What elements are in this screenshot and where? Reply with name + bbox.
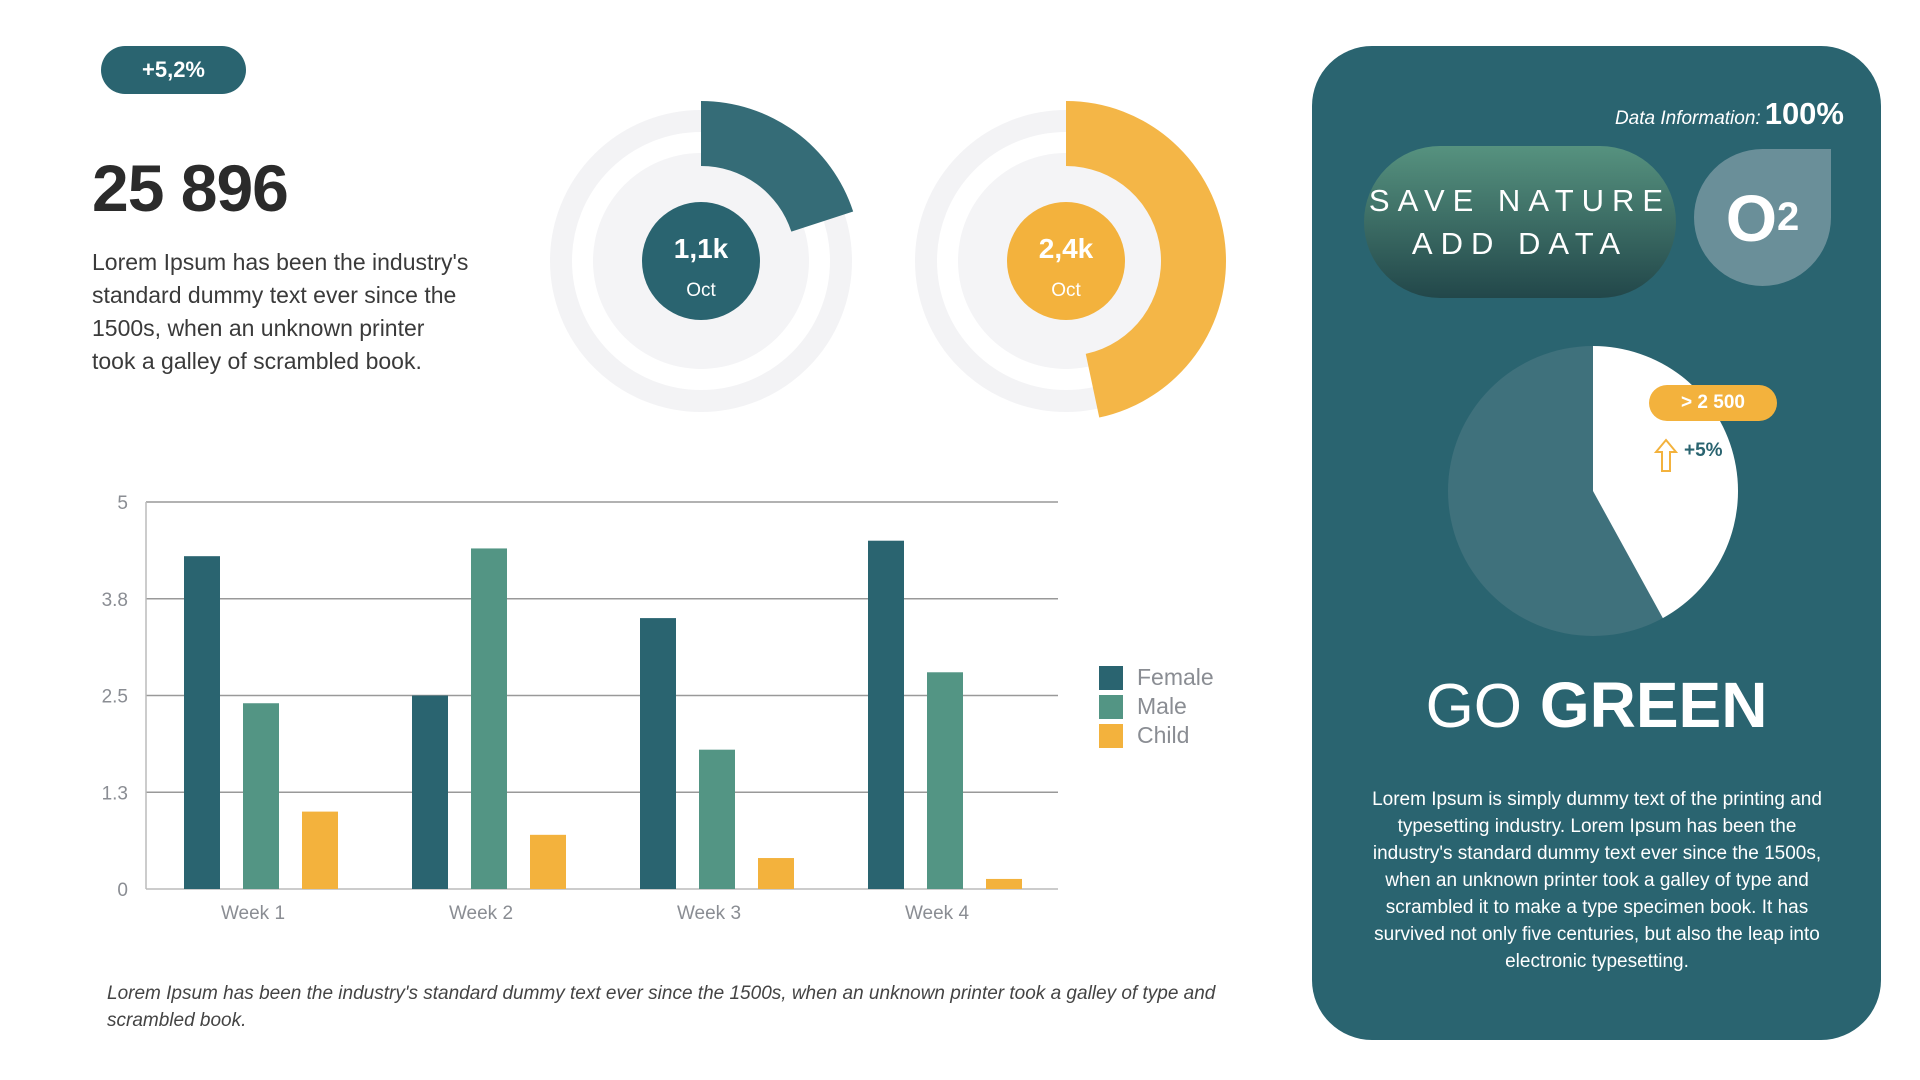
legend-label: Child xyxy=(1137,722,1190,748)
donut-2-value: 2,4k xyxy=(1039,233,1094,264)
y-tick-label: 5 xyxy=(117,493,128,514)
data-info-value: 100% xyxy=(1764,96,1844,131)
pie-value-badge: > 2 500 xyxy=(1649,385,1777,421)
pill-line-1: SAVE NATURE xyxy=(1368,183,1672,218)
data-info-label: Data Information: xyxy=(1614,108,1761,129)
o2-letter: O xyxy=(1725,180,1778,255)
bar-male xyxy=(927,672,963,889)
big-number: 25 896 xyxy=(92,151,289,225)
go-word: GO xyxy=(1425,672,1523,741)
legend-label: Female xyxy=(1137,664,1214,690)
donut-charts: 1,1k Oct 2,4k Oct xyxy=(550,101,1226,418)
donut-2-center xyxy=(1007,202,1125,320)
bar-male xyxy=(699,749,735,889)
legend-child: Child xyxy=(1099,721,1214,750)
legend-label: Male xyxy=(1137,693,1187,719)
bar-child xyxy=(758,858,794,889)
donut-1-value: 1,1k xyxy=(674,233,729,264)
chart-caption: Lorem Ipsum has been the industry's stan… xyxy=(107,983,1216,1031)
o2-subscript: 2 xyxy=(1777,195,1800,239)
donut-2-label: Oct xyxy=(1051,280,1081,301)
legend-swatch xyxy=(1099,694,1123,719)
x-tick-label: Week 3 xyxy=(677,903,741,924)
donut-1: 1,1k Oct xyxy=(550,101,854,412)
green-word: GREEN xyxy=(1539,669,1768,741)
donut-1-arc xyxy=(701,101,854,232)
donut-1-center xyxy=(642,202,760,320)
y-tick-label: 2.5 xyxy=(102,687,128,708)
bar-child xyxy=(302,811,338,889)
bar-female xyxy=(640,618,676,889)
y-tick-label: 0 xyxy=(117,880,128,901)
panel-text: Lorem Ipsum is simply dummy text of the … xyxy=(1372,789,1822,972)
pill-line-2: ADD DATA xyxy=(1411,226,1629,261)
donut-2-arc xyxy=(1066,101,1226,418)
bar-female xyxy=(184,556,220,889)
legend-male: Male xyxy=(1099,692,1214,721)
legend-swatch xyxy=(1099,665,1123,690)
bar-child xyxy=(530,834,566,889)
chart-legend: Female Male Child xyxy=(1099,663,1214,750)
bar-female xyxy=(868,540,904,889)
legend-female: Female xyxy=(1099,663,1214,692)
x-tick-label: Week 1 xyxy=(221,903,285,924)
growth-badge: +5,2% xyxy=(101,46,246,94)
donut-1-label: Oct xyxy=(686,280,716,301)
bar-female xyxy=(412,695,448,889)
data-information: Data Information: 100% xyxy=(1615,96,1844,132)
y-tick-label: 1.3 xyxy=(102,783,128,804)
bar-chart: 0 1.3 2.5 3.8 5 Week 1 Week 2 Week 3 Week 4 xyxy=(102,493,1058,924)
bar-male xyxy=(243,703,279,889)
save-nature-button[interactable]: SAVE NATURE ADD DATA xyxy=(1364,146,1676,298)
donut-2: 2,4k Oct xyxy=(915,101,1226,418)
pie-change: +5% xyxy=(1684,440,1723,461)
legend-swatch xyxy=(1099,723,1123,748)
arrow-up-icon xyxy=(1654,438,1678,472)
bar-child xyxy=(986,878,1022,889)
bar-male xyxy=(471,548,507,889)
x-tick-label: Week 4 xyxy=(905,903,970,924)
x-tick-label: Week 2 xyxy=(449,903,513,924)
y-tick-label: 3.8 xyxy=(102,590,128,611)
go-green-title: GO GREEN xyxy=(1312,668,1881,742)
intro-text: Lorem Ipsum has been the industry's stan… xyxy=(92,249,469,374)
